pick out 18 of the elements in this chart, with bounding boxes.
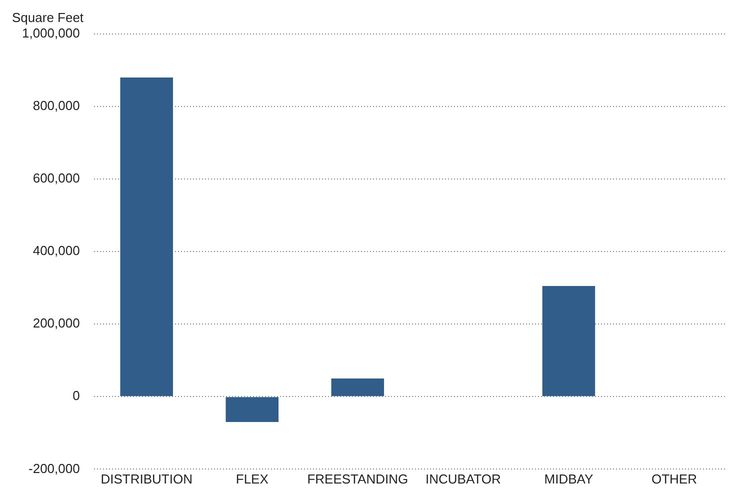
x-tick-label: INCUBATOR [426,472,501,487]
bar [542,286,596,396]
bar [226,397,279,422]
x-tick-label: OTHER [651,472,697,487]
y-tick-label: -200,000 [28,460,80,476]
y-tick-label: 400,000 [32,243,80,258]
y-tick-label: 200,000 [32,316,80,331]
x-tick-label: FLEX [236,472,269,487]
x-tick-label: MIDBAY [544,472,594,487]
bar [120,78,173,396]
y-tick-label: 0 [72,388,80,404]
y-tick-label: 600,000 [32,170,80,186]
y-tick-label: 800,000 [32,98,80,114]
y-tick-label: 1,000,000 [22,26,80,41]
bar [331,378,384,396]
x-tick-label: DISTRIBUTION [100,472,192,487]
x-tick-label: FREESTANDING [307,472,408,487]
y-axis-title: Square Feet [12,10,84,26]
